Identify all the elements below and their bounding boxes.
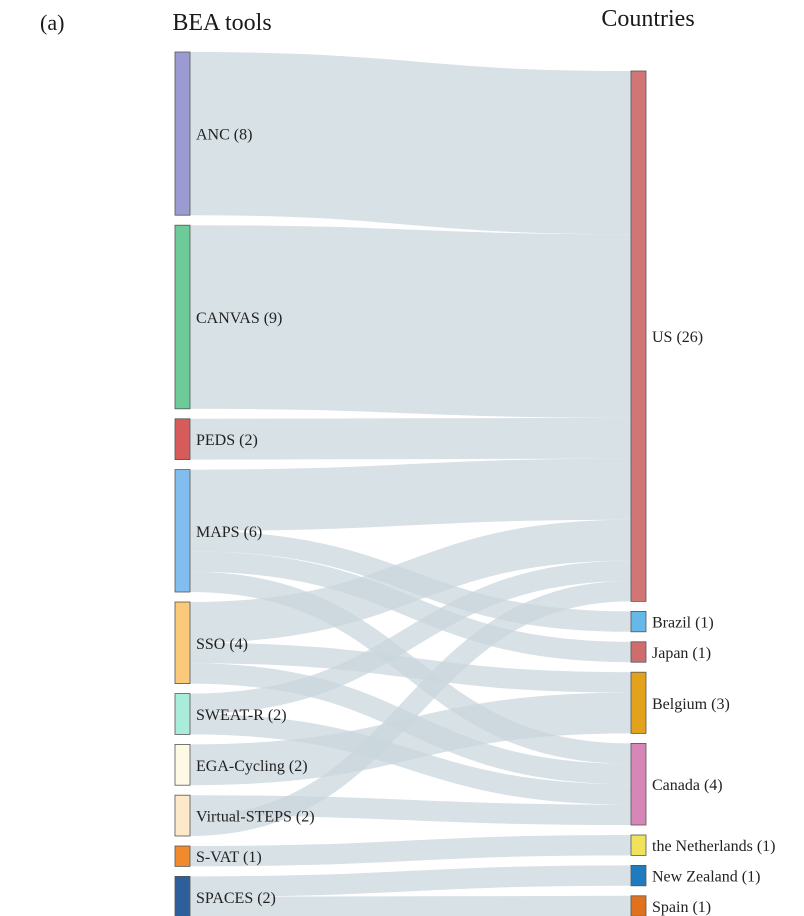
source-node-sweat-r <box>174 693 191 735</box>
source-node-sso <box>174 601 191 684</box>
target-label-brazil: Brazil (1) <box>652 615 714 632</box>
target-node-japan <box>630 641 647 663</box>
target-node-brazil <box>630 611 647 633</box>
link-maps-to-japan <box>189 551 632 663</box>
source-label-peds: PEDS (2) <box>196 432 258 449</box>
link-sso-to-belgium <box>189 642 632 693</box>
links-layer <box>189 52 632 916</box>
target-label-japan: Japan (1) <box>652 645 711 662</box>
link-ega-cycling-to-belgium <box>189 692 632 786</box>
link-spaces-to-new-zealand <box>189 865 632 897</box>
target-label-canada: Canada (4) <box>652 777 723 794</box>
target-label-spain: Spain (1) <box>652 899 711 916</box>
left-header: BEA tools <box>172 10 271 36</box>
panel-label: (a) <box>40 10 64 35</box>
nodes-layer <box>174 51 647 916</box>
source-node-maps <box>174 469 191 593</box>
link-sweat-r-to-us <box>189 560 632 714</box>
source-label-sweat-r: SWEAT-R (2) <box>196 707 287 724</box>
target-node-canada <box>630 743 647 826</box>
right-header: Countries <box>601 6 694 32</box>
target-label-belgium: Belgium (3) <box>652 696 730 713</box>
target-node-belgium <box>630 671 647 734</box>
source-node-peds <box>174 418 191 460</box>
link-anc-to-us <box>189 52 632 235</box>
source-label-s-vat: S-VAT (1) <box>196 849 262 866</box>
link-sso-to-us <box>189 519 632 643</box>
target-node-new-zealand <box>630 865 647 887</box>
source-label-ega-cycling: EGA-Cycling (2) <box>196 758 308 775</box>
target-node-us <box>630 70 647 602</box>
source-node-ega-cycling <box>174 744 191 786</box>
target-label-us: US (26) <box>652 329 703 346</box>
source-label-sso: SSO (4) <box>196 636 248 653</box>
link-canvas-to-us <box>189 225 632 418</box>
target-label-new-zealand: New Zealand (1) <box>652 869 760 886</box>
source-node-spaces <box>174 876 191 916</box>
source-node-canvas <box>174 224 191 410</box>
target-node-spain <box>630 895 647 916</box>
source-label-maps: MAPS (6) <box>196 524 262 541</box>
link-peds-to-us <box>189 417 632 460</box>
source-node-s-vat <box>174 845 191 867</box>
source-label-canvas: CANVAS (9) <box>196 310 282 327</box>
link-maps-to-us <box>189 458 632 531</box>
source-label-virtual-steps: Virtual-STEPS (2) <box>196 809 315 826</box>
link-virtual-steps-to-us <box>189 581 632 836</box>
target-label-the-netherlands: the Netherlands (1) <box>652 838 776 855</box>
source-label-anc: ANC (8) <box>196 127 252 144</box>
labels-layer: ANC (8) CANVAS (9) PEDS (2) MAPS (6) SSO (4)… <box>196 127 776 916</box>
target-node-the-netherlands <box>630 834 647 856</box>
link-spaces-to-spain <box>189 895 632 916</box>
link-s-vat-to-the-netherlands <box>189 835 632 867</box>
source-node-virtual-steps <box>174 794 191 837</box>
source-label-spaces: SPACES (2) <box>196 890 276 907</box>
source-node-anc <box>174 51 191 216</box>
